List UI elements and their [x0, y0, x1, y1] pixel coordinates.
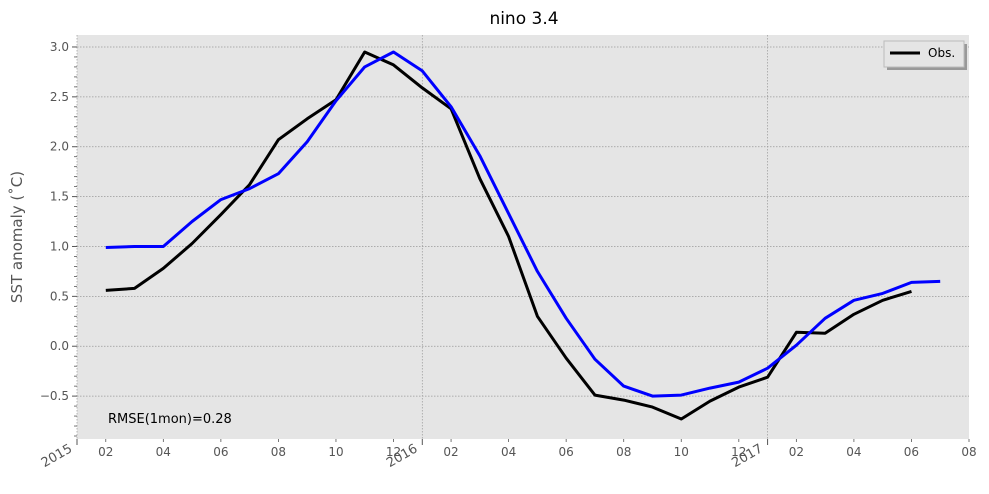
x-minor-tick-label: 10 — [674, 445, 689, 459]
x-minor-tick-label: 04 — [156, 445, 171, 459]
y-tick-label: 2.0 — [50, 140, 69, 154]
grid — [76, 35, 969, 439]
y-tick-label: 3.0 — [50, 40, 69, 54]
x-minor-tick-label: 08 — [271, 445, 286, 459]
x-minor-tick-label: 08 — [961, 445, 976, 459]
plot-area — [77, 35, 969, 439]
y-tick-label: 0.0 — [50, 339, 69, 353]
chart-title: nino 3.4 — [489, 9, 558, 29]
x-minor-tick-label: 02 — [443, 445, 458, 459]
x-minor-tick-label: 04 — [846, 445, 861, 459]
x-minor-tick-label: 06 — [904, 445, 919, 459]
legend-entry-obs: Obs. — [928, 46, 955, 60]
y-tick-label: −0.5 — [40, 389, 69, 403]
x-minor-tick-label: 04 — [501, 445, 516, 459]
y-axis-label: SST anomaly (˚C) — [8, 171, 26, 303]
x-minor-tick-label: 06 — [559, 445, 574, 459]
y-tick-label: 1.0 — [50, 239, 69, 253]
y-tick-label: 1.5 — [50, 190, 69, 204]
x-minor-tick-label: 12 — [386, 445, 401, 459]
x-minor-tick-label: 08 — [616, 445, 631, 459]
x-minor-tick-label: 02 — [98, 445, 113, 459]
x-minor-tick-label: 06 — [213, 445, 228, 459]
legend: Obs. — [883, 40, 967, 70]
y-tick-label: 2.5 — [50, 90, 69, 104]
y-tick-label: 0.5 — [50, 289, 69, 303]
series-layer — [105, 50, 941, 421]
x-minor-tick-label: 02 — [789, 445, 804, 459]
rmse-annotation: RMSE(1mon)=0.28 — [108, 412, 232, 427]
x-minor-tick-label: 10 — [328, 445, 343, 459]
series-line-1 — [105, 50, 941, 398]
x-minor-tick-label: 12 — [731, 445, 746, 459]
